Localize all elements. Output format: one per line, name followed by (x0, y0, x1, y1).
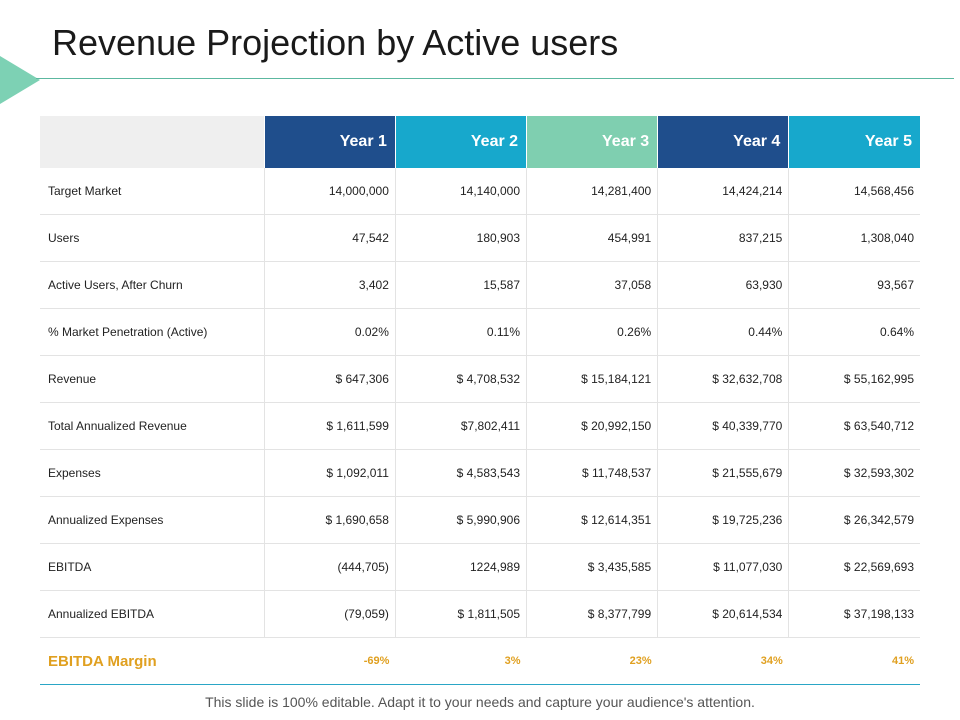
header-corner-cell (40, 116, 265, 168)
value-cell-year-2: 14,140,000 (394, 168, 527, 215)
value-cell-year-5: 93,567 (788, 261, 920, 309)
value-cell-year-2: 3% (395, 637, 527, 685)
ebitda-margin-label: EBITDA Margin (40, 637, 265, 685)
value-cell-year-1: 47,542 (263, 214, 396, 262)
row-label: Revenue (40, 355, 265, 403)
value-cell-year-3: 37,058 (526, 261, 658, 309)
value-cell-year-5: $ 26,342,579 (788, 496, 920, 544)
revenue-projection-table: Year 1 Year 2 Year 3 Year 4 Year 5 Targe… (40, 116, 920, 685)
table-row: Expenses $ 1,092,011 $ 4,583,543 $ 11,748,5… (40, 449, 920, 497)
header-year-5: Year 5 (788, 116, 920, 168)
value-cell-year-1: (79,059) (263, 590, 396, 638)
row-label: Users (40, 214, 265, 262)
header-year-3: Year 3 (526, 116, 658, 168)
value-cell-year-2: $ 1,811,505 (394, 590, 527, 638)
value-cell-year-2: $ 5,990,906 (394, 496, 527, 544)
value-cell-year-5: 14,568,456 (788, 168, 920, 215)
row-label: Annualized EBITDA (40, 590, 265, 638)
value-cell-year-5: $ 55,162,995 (788, 355, 920, 403)
row-label: EBITDA (40, 543, 265, 591)
row-label: Expenses (40, 449, 265, 497)
value-cell-year-5: 41% (788, 637, 920, 685)
value-cell-year-5: $ 63,540,712 (788, 402, 920, 450)
value-cell-year-5: 1,308,040 (788, 214, 920, 262)
value-cell-year-1: 0.02% (263, 308, 396, 356)
value-cell-year-4: $ 11,077,030 (657, 543, 789, 591)
value-cell-year-1: $ 1,611,599 (263, 402, 396, 450)
value-cell-year-4: 34% (657, 637, 789, 685)
value-cell-year-1: -69% (264, 637, 396, 685)
value-cell-year-5: $ 32,593,302 (788, 449, 920, 497)
slide-title: Revenue Projection by Active users (52, 22, 619, 63)
value-cell-year-3: 454,991 (526, 214, 658, 262)
table-body: Target Market 14,000,000 14,140,000 14,281,… (40, 168, 920, 685)
value-cell-year-4: $ 32,632,708 (657, 355, 789, 403)
value-cell-year-4: 63,930 (657, 261, 789, 309)
table-row: Target Market 14,000,000 14,140,000 14,281,… (40, 168, 920, 215)
value-cell-year-2: $ 4,708,532 (394, 355, 527, 403)
value-cell-year-2: 15,587 (394, 261, 527, 309)
value-cell-year-1: (444,705) (263, 543, 396, 591)
header-year-1: Year 1 (263, 116, 396, 168)
value-cell-year-4: $ 21,555,679 (657, 449, 789, 497)
value-cell-year-2: $7,802,411 (394, 402, 527, 450)
value-cell-year-1: $ 1,690,658 (263, 496, 396, 544)
row-label: Total Annualized Revenue (40, 402, 265, 450)
row-label: Target Market (40, 168, 265, 215)
value-cell-year-4: $ 40,339,770 (657, 402, 789, 450)
table-row: Total Annualized Revenue $ 1,611,599 $7,80… (40, 402, 920, 450)
table-row: % Market Penetration (Active) 0.02% 0.11% 0… (40, 308, 920, 356)
value-cell-year-4: 14,424,214 (657, 168, 789, 215)
value-cell-year-4: $ 19,725,236 (657, 496, 789, 544)
value-cell-year-1: 3,402 (263, 261, 396, 309)
row-label: Annualized Expenses (40, 496, 265, 544)
table-row: Annualized Expenses $ 1,690,658 $ 5,990,90… (40, 496, 920, 544)
value-cell-year-2: 0.11% (394, 308, 527, 356)
value-cell-year-5: $ 37,198,133 (788, 590, 920, 638)
table-row: Users 47,542 180,903 454,991 837,215 1,308,04… (40, 214, 920, 262)
corner-arrow-decoration (0, 56, 40, 104)
value-cell-year-4: 837,215 (657, 214, 789, 262)
value-cell-year-3: 0.26% (526, 308, 658, 356)
value-cell-year-3: $ 15,184,121 (526, 355, 658, 403)
header-year-4: Year 4 (657, 116, 789, 168)
footer-note: This slide is 100% editable. Adapt it to… (205, 694, 755, 710)
table-header-row: Year 1 Year 2 Year 3 Year 4 Year 5 (40, 116, 920, 168)
value-cell-year-2: 1224,989 (394, 543, 527, 591)
table-row: Active Users, After Churn 3,402 15,587 37,0… (40, 261, 920, 309)
value-cell-year-4: 0.44% (657, 308, 789, 356)
table-row: EBITDA (444,705) 1224,989 $ 3,435,585 $ 11,0… (40, 543, 920, 591)
value-cell-year-3: 14,281,400 (526, 168, 658, 215)
value-cell-year-2: 180,903 (394, 214, 527, 262)
title-divider (36, 78, 954, 79)
value-cell-year-4: $ 20,614,534 (657, 590, 789, 638)
value-cell-year-2: $ 4,583,543 (394, 449, 527, 497)
value-cell-year-1: $ 647,306 (263, 355, 396, 403)
value-cell-year-3: $ 12,614,351 (526, 496, 658, 544)
value-cell-year-3: $ 3,435,585 (526, 543, 658, 591)
value-cell-year-3: $ 20,992,150 (526, 402, 658, 450)
row-label: Active Users, After Churn (40, 261, 265, 309)
value-cell-year-3: $ 8,377,799 (526, 590, 658, 638)
value-cell-year-1: 14,000,000 (263, 168, 396, 215)
header-year-2: Year 2 (394, 116, 527, 168)
table-row: Annualized EBITDA (79,059) $ 1,811,505 $ 8,… (40, 590, 920, 638)
row-label: % Market Penetration (Active) (40, 308, 265, 356)
table-row: Revenue $ 647,306 $ 4,708,532 $ 15,184,121 $… (40, 355, 920, 403)
value-cell-year-5: 0.64% (788, 308, 920, 356)
ebitda-margin-row: EBITDA Margin -69% 3% 23% 34% 41% (40, 637, 920, 685)
value-cell-year-3: 23% (526, 637, 658, 685)
value-cell-year-3: $ 11,748,537 (526, 449, 658, 497)
value-cell-year-5: $ 22,569,693 (788, 543, 920, 591)
value-cell-year-1: $ 1,092,011 (263, 449, 396, 497)
